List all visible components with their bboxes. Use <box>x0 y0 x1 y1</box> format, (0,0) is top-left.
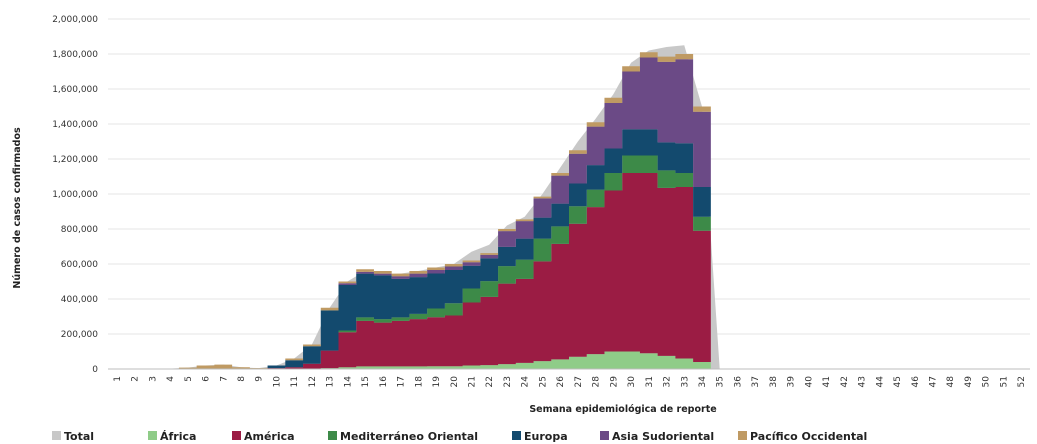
x-tick-label: 46 <box>911 376 921 388</box>
legend-label: Total <box>64 430 94 443</box>
legend-item: Pacífico Occidental <box>738 430 867 443</box>
legend-label: Pacífico Occidental <box>750 430 867 443</box>
x-tick-label: 28 <box>592 376 602 388</box>
legend-label: África <box>160 430 196 443</box>
legend-swatch <box>232 431 241 440</box>
x-tick-label: 3 <box>148 376 158 382</box>
y-tick-label: 1,400,000 <box>52 120 98 130</box>
y-tick-label: 1,800,000 <box>52 50 98 60</box>
x-tick-label: 38 <box>769 376 779 388</box>
x-tick-label: 35 <box>716 376 726 387</box>
y-tick-label: 600,000 <box>61 260 98 270</box>
x-tick-label: 23 <box>503 376 513 387</box>
x-tick-label: 40 <box>804 376 814 388</box>
x-tick-label: 37 <box>751 376 761 387</box>
x-tick-label: 7 <box>219 376 229 382</box>
x-tick-label: 29 <box>609 376 619 388</box>
x-axis-title: Semana epidemiológica de reporte <box>529 404 716 415</box>
y-tick-label: 200,000 <box>61 330 98 340</box>
x-tick-label: 16 <box>379 376 389 388</box>
x-tick-label: 33 <box>680 376 690 387</box>
legend-item: Asia Sudoriental <box>600 430 714 443</box>
x-tick-label: 21 <box>467 376 477 387</box>
legend-label: Asia Sudoriental <box>612 430 714 443</box>
y-tick-label: 1,200,000 <box>52 155 98 165</box>
x-tick-label: 5 <box>184 376 194 382</box>
x-tick-label: 6 <box>202 376 212 382</box>
x-tick-label: 48 <box>946 376 956 388</box>
x-tick-label: 22 <box>485 376 495 387</box>
legend-label: Europa <box>524 430 568 443</box>
legend-item: Mediterráneo Oriental <box>328 430 478 443</box>
x-tick-label: 41 <box>822 376 832 387</box>
y-tick-label: 1,000,000 <box>52 190 98 200</box>
legend-swatch <box>738 431 747 440</box>
x-tick-label: 2 <box>131 376 141 382</box>
x-tick-label: 30 <box>627 376 637 388</box>
legend-label: América <box>244 430 295 443</box>
x-tick-label: 49 <box>964 376 974 388</box>
x-tick-label: 26 <box>556 376 566 388</box>
x-tick-label: 45 <box>893 376 903 387</box>
legend-swatch <box>512 431 521 440</box>
y-tick-label: 800,000 <box>61 225 98 235</box>
x-tick-label: 15 <box>361 376 371 387</box>
x-tick-label: 36 <box>733 376 743 388</box>
axes: 0 200,000 400,000 600,000 800,000 1,000,000 1,… <box>52 15 1030 387</box>
x-tick-label: 31 <box>645 376 655 387</box>
x-tick-label: 19 <box>432 376 442 388</box>
legend-item: Total <box>52 430 94 443</box>
x-tick-label: 34 <box>698 376 708 388</box>
x-tick-label: 39 <box>787 376 797 388</box>
x-tick-label: 51 <box>999 376 1009 387</box>
x-tick-label: 52 <box>1017 376 1027 387</box>
x-tick-label: 8 <box>237 376 247 382</box>
x-tick-label: 10 <box>272 376 282 388</box>
legend-swatch <box>600 431 609 440</box>
legend: Total África América Mediterráneo Oriental E… <box>52 430 867 443</box>
x-tick-label: 11 <box>290 376 300 387</box>
y-tick-label: 2,000,000 <box>52 15 98 25</box>
y-axis-title: Número de casos confirmados <box>12 127 23 289</box>
y-tick-label: 0 <box>92 365 98 375</box>
x-tick-label: 20 <box>450 376 460 388</box>
series-area-africa <box>108 351 1030 369</box>
x-tick-label: 42 <box>840 376 850 387</box>
x-tick-label: 47 <box>928 376 938 387</box>
x-tick-label: 25 <box>538 376 548 387</box>
legend-swatch <box>328 431 337 440</box>
x-tick-label: 24 <box>521 376 531 388</box>
legend-item: África <box>148 430 196 443</box>
x-tick-label: 17 <box>397 376 407 387</box>
x-tick-label: 43 <box>858 376 868 387</box>
legend-item: Europa <box>512 430 568 443</box>
x-tick-label: 12 <box>308 376 318 387</box>
x-tick-label: 27 <box>574 376 584 387</box>
y-tick-label: 400,000 <box>61 295 98 305</box>
x-tick-label: 14 <box>343 376 353 388</box>
series-area-america <box>108 173 1030 369</box>
y-tick-label: 1,600,000 <box>52 85 98 95</box>
x-tick-label: 13 <box>326 376 336 387</box>
legend-swatch <box>148 431 157 440</box>
legend-swatch <box>52 431 61 440</box>
plot-area <box>108 45 1030 369</box>
legend-label: Mediterráneo Oriental <box>340 430 478 443</box>
x-tick-label: 32 <box>663 376 673 387</box>
x-tick-label: 1 <box>113 376 123 382</box>
legend-item: América <box>232 430 295 443</box>
x-tick-label: 44 <box>875 376 885 388</box>
x-tick-label: 4 <box>166 376 176 382</box>
x-tick-label: 50 <box>982 376 992 388</box>
x-tick-label: 18 <box>414 376 424 388</box>
x-tick-label: 9 <box>255 376 265 382</box>
